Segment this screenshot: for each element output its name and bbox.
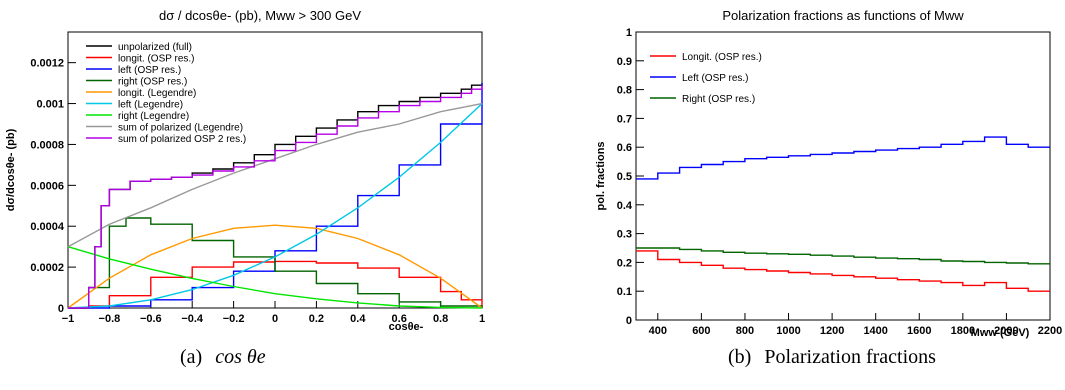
- y-tick-label: 0.0012: [30, 58, 64, 70]
- y-tick-label: 0.1: [617, 286, 632, 298]
- legend-label: Right (OSP res.): [682, 94, 755, 105]
- x-tick-label: 600: [692, 325, 710, 337]
- y-tick-label: 0.9: [617, 56, 632, 68]
- y-tick-label: 0: [58, 303, 64, 315]
- caption-left: (a) cos θe: [180, 346, 266, 369]
- chart-pol-fractions: Polarization fractions as functions of M…: [595, 8, 1062, 339]
- plot-area: [636, 136, 1050, 292]
- legend-label: longit. (OSP res.): [118, 54, 195, 65]
- y-tick-label: 0.8: [617, 85, 632, 97]
- legend-label: unpolarized (full): [118, 42, 192, 53]
- y-tick-label: 0.2: [617, 257, 632, 269]
- x-tick-label: 2000: [994, 325, 1018, 337]
- axis-ticks: −1 −0.8 −0.6 −0.4 −0.2 0 0.2 0.4 0.6 0.8 1 0 0.0002 0…: [30, 58, 485, 325]
- legend-label: left (OSP res.): [118, 65, 181, 76]
- legend-label: Longit. (OSP res.): [682, 52, 762, 63]
- x-axis-label: Mww (GeV): [971, 327, 1030, 339]
- chart-title: dσ / dcosθe- (pb), Mww > 300 GeV: [159, 8, 361, 23]
- series-line: [636, 136, 1050, 180]
- x-tick-label: 0.2: [309, 313, 324, 325]
- y-tick-label: 0.5: [617, 171, 632, 183]
- x-tick-label: 0.4: [350, 313, 366, 325]
- x-tick-label: 1400: [863, 325, 887, 337]
- y-tick-label: 0.3: [617, 229, 632, 241]
- series-line: [636, 247, 1050, 265]
- x-tick-label: 1000: [776, 325, 800, 337]
- series-line: [67, 103, 483, 309]
- y-tick-label: 0.0002: [30, 262, 64, 274]
- x-tick-label: 1: [479, 313, 485, 325]
- legend-label: sum of polarized (Legendre): [118, 123, 243, 134]
- x-tick-label: −0.6: [140, 313, 162, 325]
- caption-text: Polarization fractions: [764, 346, 936, 368]
- caption-label: (a): [180, 346, 203, 368]
- chart-title: Polarization fractions as functions of M…: [722, 8, 964, 23]
- legend-label: longit. (Legendre): [118, 88, 196, 99]
- x-tick-label: 1600: [907, 325, 931, 337]
- plot-area: [67, 83, 483, 309]
- series-line: [67, 224, 483, 309]
- y-tick-label: 0.6: [617, 142, 632, 154]
- y-tick-label: 0.4: [617, 200, 633, 212]
- x-tick-label: 0: [272, 313, 278, 325]
- series-line: [636, 250, 1050, 292]
- x-tick-label: 1800: [951, 325, 975, 337]
- x-tick-label: −1: [62, 313, 75, 325]
- y-axis-label: pol. fractions: [595, 141, 607, 210]
- caption-label: (b): [728, 346, 752, 368]
- x-tick-label: 400: [649, 325, 667, 337]
- y-tick-label: 0.7: [617, 113, 632, 125]
- legend-label: Left (OSP res.): [682, 73, 749, 84]
- caption-text: cos θe: [215, 346, 266, 368]
- legend-label: right (OSP res.): [118, 77, 187, 88]
- y-tick-label: 0: [626, 315, 632, 327]
- x-tick-label: 800: [736, 325, 754, 337]
- legend-label: left (Legendre): [118, 100, 183, 111]
- legend-label: sum of polarized OSP 2 res.): [118, 134, 246, 145]
- y-tick-label: 0.0006: [30, 180, 64, 192]
- y-tick-label: 1: [626, 27, 632, 39]
- series-line: [68, 85, 483, 309]
- x-tick-label: 2200: [1038, 325, 1062, 337]
- axis-ticks: 400 600 800 1000 1200 1400 1600 1800 2000 2200 0 0.…: [617, 27, 1063, 337]
- series-line: [68, 217, 483, 309]
- x-tick-label: 0.8: [433, 313, 448, 325]
- series-line: [67, 246, 483, 309]
- x-axis-label: cosθe-: [389, 321, 424, 333]
- x-tick-label: 0.6: [392, 313, 407, 325]
- caption-right: (b) Polarization fractions: [728, 346, 936, 369]
- y-tick-label: 0.001: [36, 99, 64, 111]
- chart-cos-theta: dσ / dcosθe- (pb), Mww > 300 GeV −1 −0.8−…: [5, 8, 485, 333]
- legend: Longit. (OSP res.) Left (OSP res.) Right (…: [650, 52, 762, 105]
- x-tick-label: 1200: [820, 325, 844, 337]
- x-tick-label: −0.4: [181, 313, 204, 325]
- legend: unpolarized (full)longit. (OSP res.)left…: [86, 42, 246, 145]
- legend-label: right (Legendre): [118, 111, 189, 122]
- y-tick-label: 0.0008: [30, 139, 64, 151]
- y-axis-label: dσ/dcosθe- (pb): [5, 128, 17, 211]
- series-line: [68, 83, 483, 309]
- x-tick-label: −0.8: [99, 313, 121, 325]
- x-tick-label: −0.2: [223, 313, 245, 325]
- y-tick-label: 0.0004: [30, 221, 65, 233]
